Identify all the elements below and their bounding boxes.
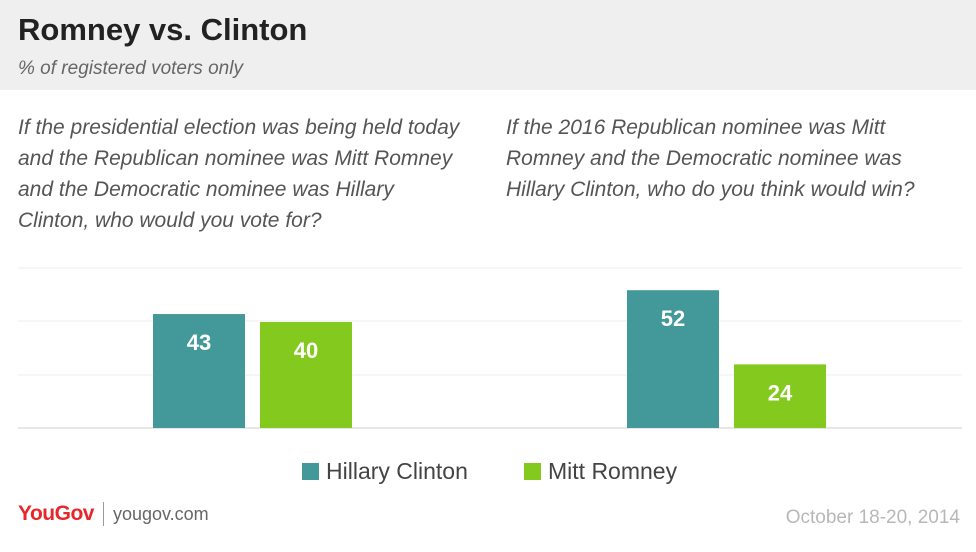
legend: Hillary Clinton Mitt Romney [0,458,976,488]
legend-swatch-clinton [302,463,319,480]
bar-value-label: 43 [187,330,211,355]
brand: YouGov yougov.com [18,502,209,526]
chart-subtitle: % of registered voters only [18,58,243,79]
legend-swatch-romney [524,463,541,480]
bar-romney-win [734,364,826,428]
brand-url: yougov.com [112,503,209,524]
header-band: Romney vs. Clinton % of registered voter… [0,0,976,90]
legend-item-clinton: Hillary Clinton [302,458,468,485]
bar-value-label: 24 [768,380,793,405]
bar-value-label: 40 [294,338,318,363]
survey-date: October 18-20, 2014 [785,507,960,528]
yougov-logo: YouGov [18,502,94,525]
brand-divider [102,502,104,526]
legend-item-romney: Mitt Romney [524,458,677,485]
question-right: If the 2016 Republican nominee was Mitt … [506,116,915,201]
question-left: If the presidential election was being h… [18,116,460,232]
bar-clinton-vote [153,314,245,428]
legend-label-clinton: Hillary Clinton [326,458,468,484]
bar-romney-vote [260,322,352,428]
legend-label-romney: Mitt Romney [548,458,678,484]
bar-clinton-win [627,290,719,428]
chart-title: Romney vs. Clinton [18,12,308,47]
bar-value-label: 52 [661,306,685,331]
